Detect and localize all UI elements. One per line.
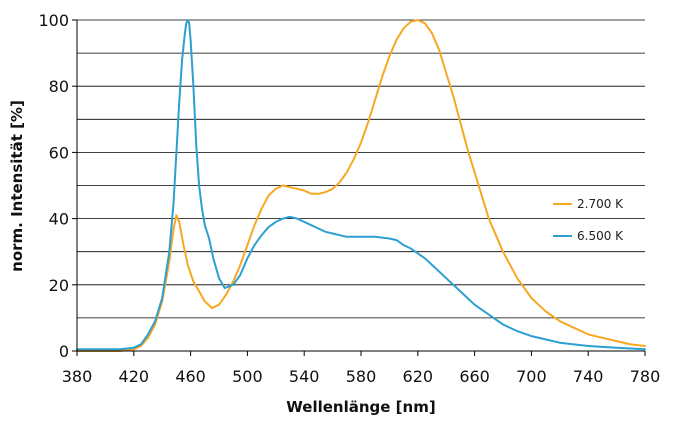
x-tick-label: 420 — [119, 367, 150, 386]
y-tick-label: 60 — [49, 143, 69, 162]
legend-label-1: 6.500 K — [577, 229, 624, 243]
x-tick-label: 620 — [403, 367, 434, 386]
y-tick-label: 0 — [59, 342, 69, 361]
series-line-1 — [76, 19, 646, 351]
x-tick-labels: 380 420 460 500 540 580 620 660 700 740 780 — [62, 351, 661, 386]
x-tick-label: 580 — [346, 367, 377, 386]
x-tick-label: 780 — [630, 367, 661, 386]
legend: 2.700 K 6.500 K — [553, 197, 624, 243]
y-tick-label: 80 — [49, 77, 69, 96]
x-tick-label: 540 — [289, 367, 320, 386]
x-tick-label: 660 — [459, 367, 490, 386]
y-tick-label: 100 — [38, 11, 69, 30]
y-tick-label: 40 — [49, 210, 69, 229]
y-tick-label: 20 — [49, 276, 69, 295]
x-tick-label: 500 — [232, 367, 263, 386]
y-tick-labels: 0 20 40 60 80 100 — [38, 11, 77, 361]
grid-lines — [77, 19, 645, 319]
x-tick-label: 740 — [573, 367, 604, 386]
series-line-0 — [76, 19, 646, 352]
y-axis-title: norm. Intensität [%] — [8, 100, 26, 272]
x-axis-title: Wellenlänge [nm] — [286, 398, 435, 416]
series-layer — [76, 19, 646, 352]
x-tick-label: 380 — [62, 367, 93, 386]
x-tick-label: 700 — [516, 367, 547, 386]
legend-label-0: 2.700 K — [577, 197, 624, 211]
x-tick-label: 460 — [175, 367, 206, 386]
